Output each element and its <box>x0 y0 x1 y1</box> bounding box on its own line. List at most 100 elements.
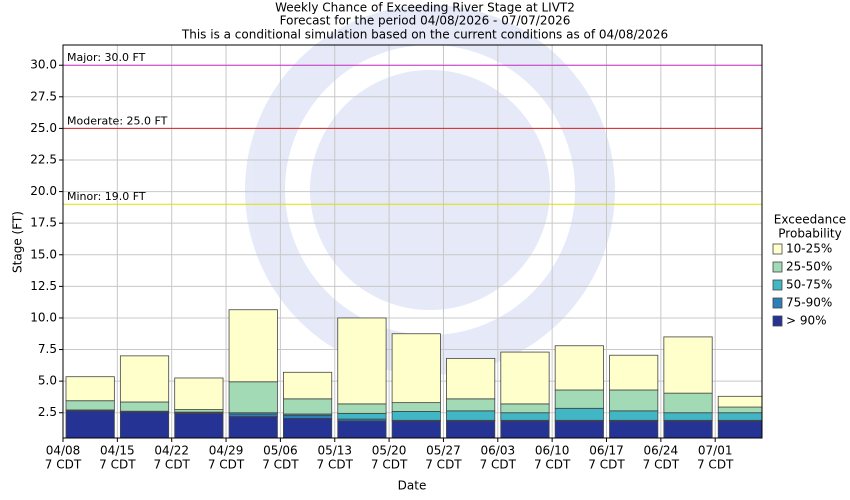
y-tick-label: 25.0 <box>30 121 57 135</box>
bar-segment <box>446 357 496 400</box>
y-tick-label: 2.5 <box>38 405 57 419</box>
bar-segment <box>446 420 496 438</box>
legend-swatch <box>772 315 783 327</box>
y-axis-label: Stage (FT) <box>11 211 25 273</box>
x-tick-label: 04/22 <box>154 444 189 458</box>
bar-segment <box>337 317 387 405</box>
bar-segment <box>282 398 333 415</box>
legend-swatch <box>772 261 783 273</box>
x-tick-label: 06/03 <box>481 444 516 458</box>
bar-segment <box>500 351 550 405</box>
bar-segment <box>228 309 278 383</box>
legend-label: 50-75% <box>786 278 832 292</box>
plot-frame <box>62 44 763 439</box>
y-tick-label: 7.5 <box>38 342 57 356</box>
x-tick-label: 04/08 <box>46 444 81 458</box>
bar-segment <box>228 416 278 438</box>
bar-segment <box>500 412 550 421</box>
bar-segment <box>391 420 441 438</box>
y-tick-label: 22.5 <box>30 152 57 166</box>
x-tick-label: 06/17 <box>589 444 624 458</box>
chart-title: Weekly Chance of Exceeding River Stage a… <box>275 1 575 15</box>
bar-segment <box>119 401 170 412</box>
x-tick-sublabel: 7 CDT <box>153 458 190 472</box>
bar-segment <box>554 407 604 421</box>
bar-segment <box>65 410 115 438</box>
bar-segment <box>282 418 333 438</box>
bar-segment <box>609 410 659 421</box>
bar-segment <box>554 420 604 438</box>
bar-segment <box>282 414 333 419</box>
bar-segment <box>663 412 713 421</box>
x-tick-sublabel: 7 CDT <box>588 458 625 472</box>
bars <box>65 309 762 438</box>
bar-segment <box>717 412 762 421</box>
bar-segment <box>65 376 115 402</box>
bar-segment <box>446 398 496 412</box>
x-tick-sublabel: 7 CDT <box>262 458 299 472</box>
y-tick-label: 27.5 <box>30 89 57 103</box>
bar-segment <box>174 377 224 410</box>
threshold-label: Moderate: 25.0 FT <box>67 114 168 127</box>
watermark <box>245 5 615 375</box>
bar-segment <box>717 420 762 438</box>
threshold-label: Major: 30.0 FT <box>67 51 146 64</box>
bar-segment <box>554 389 604 409</box>
y-tick-label: 17.5 <box>30 216 57 230</box>
legend-swatch <box>772 243 783 255</box>
y-tick-label: 5.0 <box>38 374 57 388</box>
bar-segment <box>228 381 278 414</box>
bar-segment <box>391 411 441 421</box>
x-tick-label: 04/15 <box>100 444 135 458</box>
chart-subtitle: This is a conditional simulation based o… <box>181 28 668 42</box>
x-tick-label: 06/24 <box>644 444 679 458</box>
y-tick-label: 10.0 <box>30 310 57 324</box>
bar-segment <box>717 395 762 408</box>
x-tick-label: 05/20 <box>372 444 407 458</box>
bar-segment <box>337 403 387 414</box>
x-tick-sublabel: 7 CDT <box>697 458 734 472</box>
bar-segment <box>446 410 496 421</box>
x-tick-label: 07/01 <box>698 444 733 458</box>
legend-swatch <box>772 279 783 291</box>
x-tick-sublabel: 7 CDT <box>643 458 680 472</box>
x-tick-label: 04/29 <box>209 444 244 458</box>
bar-segment <box>663 336 713 394</box>
bar-segment <box>282 371 333 400</box>
bar-segment <box>609 354 659 391</box>
x-tick-sublabel: 7 CDT <box>371 458 408 472</box>
y-tick-label: 12.5 <box>30 279 57 293</box>
bar-segment <box>663 392 713 414</box>
x-tick-label: 05/13 <box>317 444 352 458</box>
legend-label: > 90% <box>786 314 827 328</box>
bar-segment <box>119 355 170 403</box>
legend-swatch <box>772 297 783 309</box>
bar-segment <box>391 333 441 404</box>
bar-segment <box>174 412 224 438</box>
bar-segment <box>391 402 441 412</box>
x-tick-sublabel: 7 CDT <box>425 458 462 472</box>
bar-segment <box>500 420 550 438</box>
x-tick-label: 06/10 <box>535 444 570 458</box>
x-tick-label: 05/06 <box>263 444 298 458</box>
y-tick-label: 15.0 <box>30 247 57 261</box>
bar-segment <box>663 420 713 438</box>
x-tick-sublabel: 7 CDT <box>534 458 571 472</box>
legend-label: 75-90% <box>786 296 832 310</box>
x-tick-sublabel: 7 CDT <box>317 458 354 472</box>
legend-title: Exceedance <box>774 213 846 227</box>
x-tick-sublabel: 7 CDT <box>99 458 136 472</box>
chart-subtitle: Forecast for the period 04/08/2026 - 07/… <box>280 14 571 28</box>
bar-segment <box>717 406 762 414</box>
legend-title: Probability <box>778 227 841 241</box>
x-tick-sublabel: 7 CDT <box>45 458 82 472</box>
bar-segment <box>554 345 604 391</box>
bar-segment <box>500 403 550 414</box>
bar-segment <box>337 412 387 420</box>
x-tick-sublabel: 7 CDT <box>480 458 517 472</box>
bar-segment <box>337 420 387 438</box>
legend-label: 10-25% <box>786 242 832 256</box>
y-tick-label: 30.0 <box>30 58 57 72</box>
bar-segment <box>65 400 115 411</box>
